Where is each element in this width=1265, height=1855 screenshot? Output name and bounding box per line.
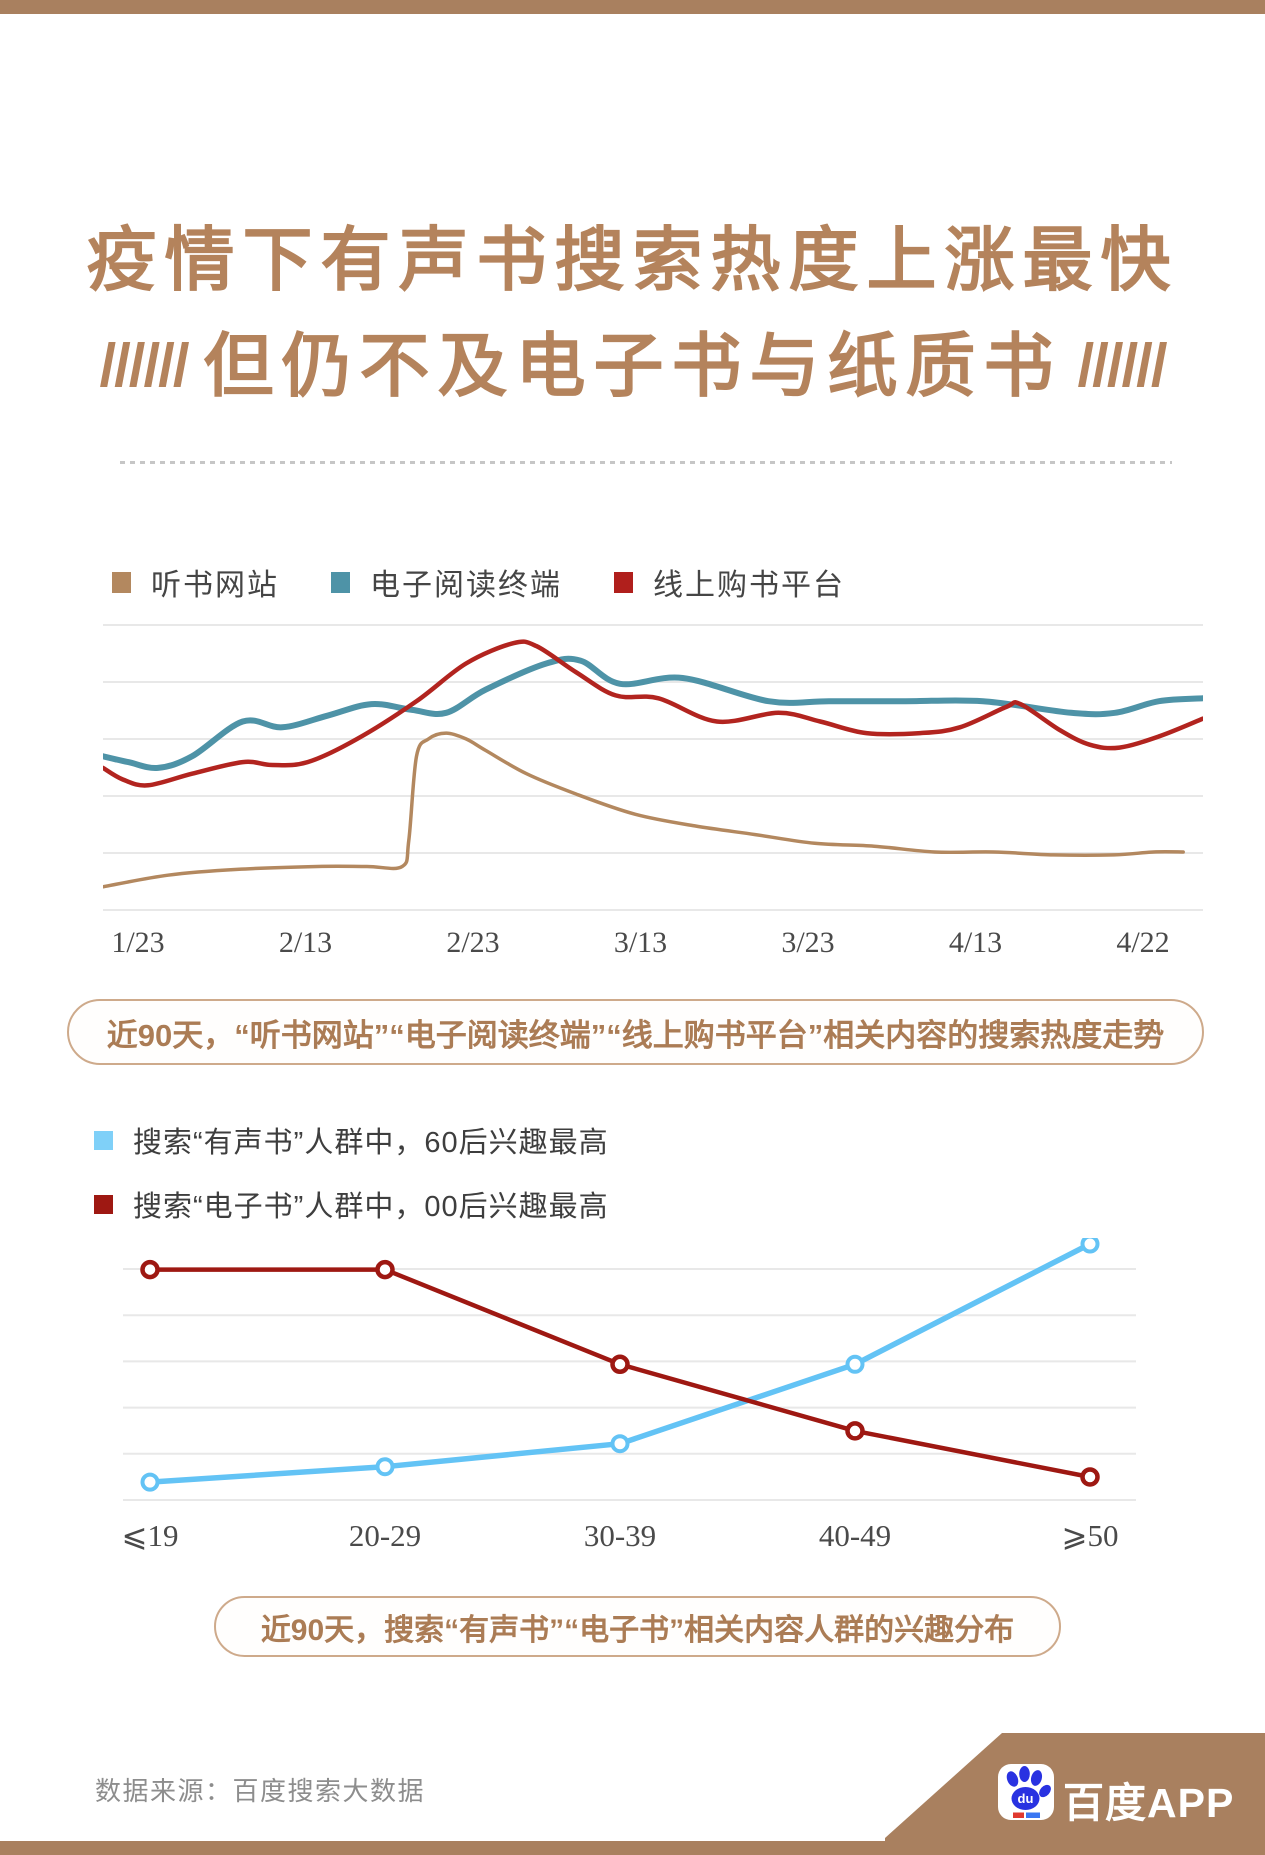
page-title-line2-text: 但仍不及电子书与纸质书	[203, 327, 1062, 405]
chart2-caption: 近90天，搜索“有声书”“电子书”相关内容人群的兴趣分布	[214, 1596, 1061, 1657]
baidu-du-text: du	[1018, 1791, 1034, 1806]
legend-label: 线上购书平台	[653, 569, 845, 602]
x-axis-label: ⩾50	[1062, 1518, 1119, 1550]
chart1-legend: 听书网站 电子阅读终端 线上购书平台	[112, 560, 845, 604]
legend-swatch-darkred	[94, 1194, 113, 1214]
age-interest-chart: ⩽19 20-29 30-39 40-49 ⩾50	[123, 1238, 1136, 1550]
legend-label: 搜索“有声书”人群中，60后兴趣最高	[133, 1127, 609, 1159]
x-axis-label: 1/23	[111, 926, 164, 959]
legend-swatch-tan	[112, 571, 131, 593]
data-point-marker	[375, 1457, 395, 1477]
chart1-caption: 近90天，“听书网站”“电子阅读终端”“线上购书平台”相关内容的搜索热度走势	[67, 999, 1204, 1065]
legend-label: 搜索“电子书”人群中，00后兴趣最高	[133, 1191, 609, 1223]
baidu-paw-icon: du	[1006, 1766, 1051, 1818]
data-point-marker	[1080, 1467, 1100, 1487]
title-slash-left-icon: //////	[99, 332, 189, 399]
x-axis-label: 3/13	[614, 926, 667, 959]
x-axis-label: 3/23	[781, 926, 834, 959]
data-point-marker	[610, 1354, 630, 1375]
legend-swatch-lightblue	[94, 1130, 113, 1150]
data-point-marker	[610, 1434, 630, 1454]
legend-label: 听书网站	[151, 569, 279, 602]
legend-label: 电子阅读终端	[370, 569, 562, 602]
legend-item-listen-sites: 听书网站	[112, 560, 279, 604]
page-title-line2: //////但仍不及电子书与纸质书//////	[0, 313, 1265, 419]
baidu-app-icon: du	[998, 1764, 1054, 1820]
legend-item-bookstore: 线上购书平台	[614, 560, 845, 604]
data-point-marker	[140, 1472, 160, 1492]
baidu-app-badge: du 百度APP	[885, 1733, 1265, 1855]
series-line-听书网站	[103, 731, 1185, 889]
legend-item-ereader: 电子阅读终端	[331, 560, 562, 604]
x-axis-label: 4/22	[1116, 926, 1169, 959]
dashed-separator	[120, 461, 1172, 464]
data-source-text: 数据来源：百度搜索大数据	[95, 1776, 426, 1806]
data-point-marker	[1080, 1238, 1100, 1254]
x-axis-label: 40-49	[819, 1518, 891, 1550]
chart2-legend-ebook: 搜索“电子书”人群中，00后兴趣最高	[94, 1183, 609, 1225]
search-trend-chart: 1/23 2/13 2/23 3/13 3/23 4/13 4/22	[103, 624, 1203, 959]
page-title: 疫情下有声书搜索热度上涨最快 //////但仍不及电子书与纸质书//////	[0, 208, 1265, 419]
x-axis-label: 4/13	[949, 926, 1002, 959]
title-slash-right-icon: //////	[1077, 332, 1168, 399]
x-axis-label: 20-29	[349, 1518, 421, 1550]
page-title-line1: 疫情下有声书搜索热度上涨最快	[86, 221, 1179, 299]
baidu-app-label: 百度APP	[1063, 1780, 1235, 1826]
chart2-legend-audiobook: 搜索“有声书”人群中，60后兴趣最高	[94, 1119, 609, 1161]
x-axis-label: 30-39	[584, 1518, 656, 1550]
top-brown-bar	[0, 0, 1265, 14]
legend-swatch-teal	[331, 571, 350, 593]
series-line-线上购书平台	[103, 639, 1203, 788]
data-point-marker	[140, 1259, 160, 1280]
data-point-marker	[375, 1259, 395, 1280]
data-point-marker	[845, 1354, 865, 1374]
x-axis-label: 2/13	[279, 926, 332, 959]
x-axis-label: ⩽19	[123, 1518, 178, 1550]
legend-swatch-red	[614, 571, 633, 593]
data-point-marker	[845, 1421, 865, 1441]
x-axis-label: 2/23	[446, 926, 499, 959]
